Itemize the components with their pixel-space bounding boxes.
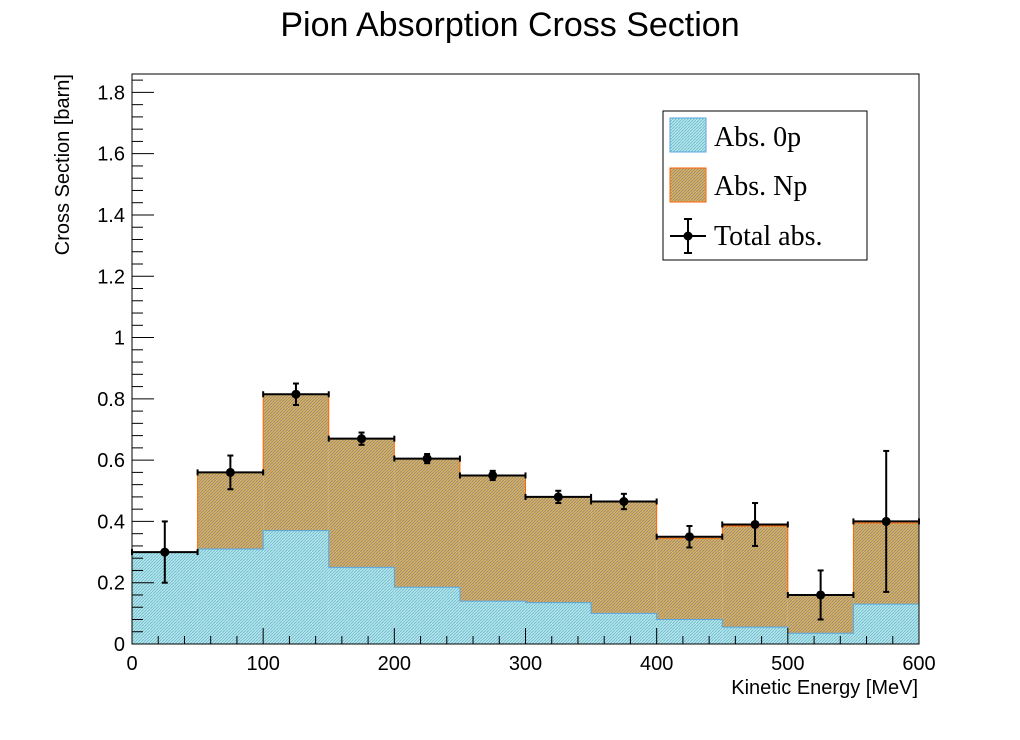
series-total-abs (131, 382, 920, 621)
x-tick-label: 400 (640, 653, 673, 675)
point-marker (619, 497, 629, 506)
series-abs-0p (132, 530, 919, 644)
legend-label-abs-np: Abs. Np (714, 171, 807, 202)
x-tick-label: 600 (902, 653, 935, 675)
bar-abs-0p (591, 613, 657, 644)
bar-abs-0p (197, 549, 264, 644)
x-tick-label: 500 (771, 653, 804, 675)
bar-abs-0p (853, 604, 919, 644)
y-tick-label: 0.6 (97, 450, 125, 472)
point-total-abs (655, 525, 724, 549)
legend-swatch-abs-np (669, 167, 707, 203)
point-total-abs (196, 454, 265, 491)
point-total-abs (590, 492, 658, 511)
point-marker (750, 519, 760, 529)
y-tick-label: 1.6 (97, 144, 125, 166)
bar-abs-np (328, 438, 395, 568)
chart-title: Pion Absorption Cross Section (280, 6, 739, 44)
y-tick-label: 1 (114, 328, 125, 350)
y-tick-label: 1.8 (97, 82, 125, 104)
point-total-abs (262, 382, 330, 406)
bar-abs-0p (394, 587, 460, 644)
point-total-abs (721, 502, 789, 547)
point-total-abs (458, 469, 527, 482)
point-marker (881, 516, 891, 526)
bar-abs-0p (263, 530, 329, 644)
legend-label-abs-0p: Abs. 0p (714, 122, 801, 153)
point-marker (160, 547, 170, 557)
point-marker (488, 470, 498, 480)
point-marker (225, 467, 235, 477)
point-marker (816, 590, 826, 600)
bar-abs-0p (328, 567, 395, 644)
point-marker (291, 389, 301, 399)
point-total-abs (327, 431, 396, 446)
y-axis-label: Cross Section [barn] (52, 74, 74, 255)
bar-abs-np (591, 501, 657, 614)
legend: Abs. 0p Abs. Np Total abs. (662, 110, 868, 261)
bar-abs-np (394, 458, 460, 588)
point-marker (684, 532, 694, 542)
bar-abs-0p (722, 627, 788, 644)
y-tick-label: 0 (114, 634, 125, 656)
legend-label-total-abs: Total abs. (714, 221, 822, 252)
point-total-abs (852, 449, 920, 593)
point-marker (553, 492, 563, 502)
y-tick-label: 0.2 (97, 573, 125, 595)
y-tick-label: 0.8 (97, 389, 125, 411)
point-total-abs (786, 569, 855, 621)
bar-abs-0p (525, 602, 592, 644)
bar-abs-np (263, 394, 329, 531)
point-marker (357, 434, 367, 444)
y-tick-label: 1.4 (97, 205, 125, 227)
axis-ticks: 0 100 200 300 400 500 600 0 0.2 0.4 0.6 0.8 1 1.2 1.4 1… (97, 79, 936, 675)
x-tick-label: 100 (246, 653, 279, 675)
x-axis-label: Kinetic Energy [MeV] (731, 677, 918, 699)
point-marker (422, 454, 432, 464)
bar-abs-np (459, 475, 526, 602)
bar-abs-0p (787, 633, 854, 644)
bar-abs-np (656, 538, 723, 620)
legend-swatch-abs-0p (669, 117, 707, 153)
bar-abs-0p (656, 619, 723, 644)
bar-abs-0p (459, 601, 526, 644)
outline-abs-np (131, 393, 920, 644)
y-tick-label: 1.2 (97, 266, 125, 288)
x-tick-label: 300 (509, 653, 542, 675)
x-tick-label: 200 (378, 653, 411, 675)
y-tick-label: 0.4 (97, 511, 125, 533)
bar-abs-np (525, 496, 592, 603)
point-total-abs (393, 453, 461, 465)
legend-marker-total-abs (670, 218, 706, 254)
x-tick-label: 0 (126, 653, 137, 675)
